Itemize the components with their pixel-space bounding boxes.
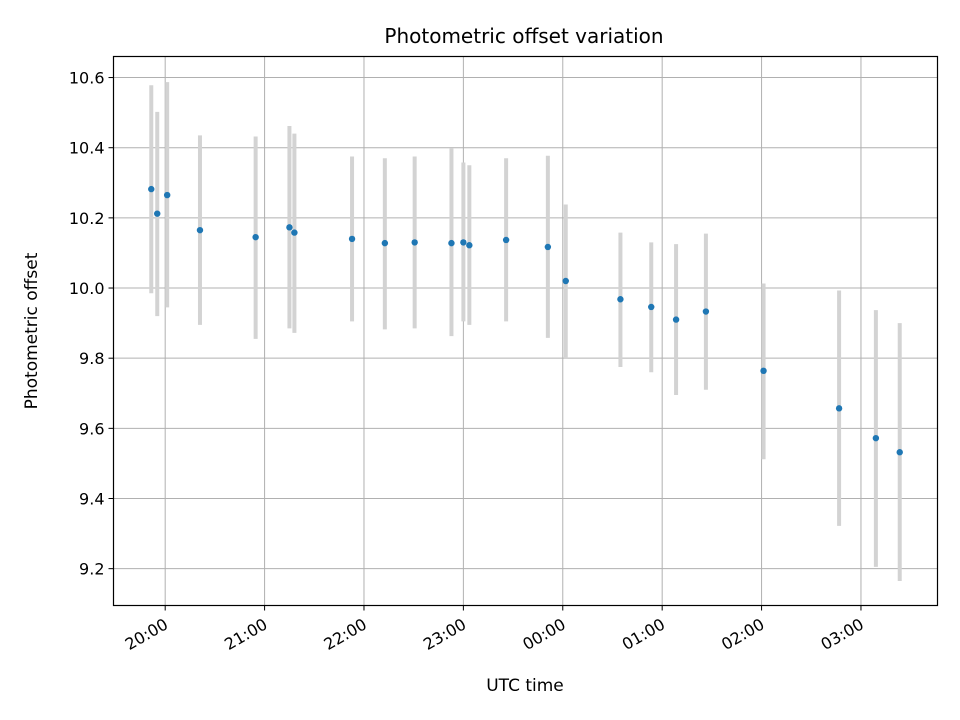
x-axis: 20:00 21:00 22:00 23:00 00:00 01:00 02:00 03:00	[122, 605, 867, 655]
y-tick-label: 9.8	[79, 349, 104, 368]
y-axis: 9.2 9.4 9.6 9.8 10.0 10.2 10.4 10.6	[69, 69, 114, 579]
data-point	[252, 233, 259, 241]
data-point	[562, 277, 569, 285]
y-tick-label: 10.4	[69, 139, 105, 158]
y-tick-label: 9.6	[79, 419, 104, 438]
data-point	[544, 243, 552, 251]
data-point	[286, 224, 293, 231]
data-point	[154, 210, 161, 217]
y-tick-label: 9.4	[79, 490, 104, 509]
data-point	[502, 236, 510, 244]
data-point	[702, 308, 710, 315]
data-point	[760, 367, 767, 375]
data-point	[896, 449, 903, 456]
data-point	[291, 229, 298, 236]
data-point	[672, 316, 680, 323]
chart-title: Photometric offset variation	[384, 24, 663, 48]
data-point	[148, 185, 155, 193]
x-tick-label: 23:00	[420, 615, 469, 655]
data-point	[411, 239, 418, 246]
data-point	[448, 239, 455, 247]
y-tick-label: 10.6	[69, 69, 105, 88]
x-tick-label: 21:00	[221, 615, 270, 655]
data-point	[196, 226, 204, 234]
x-tick-label: 22:00	[321, 615, 370, 655]
x-tick-label: 03:00	[818, 615, 867, 655]
grid	[113, 56, 938, 606]
x-tick-label: 20:00	[122, 615, 171, 655]
data-point	[872, 434, 880, 442]
data-point	[163, 191, 171, 199]
data-points	[148, 185, 903, 456]
plot-frame	[112, 55, 939, 607]
data-point	[381, 239, 389, 247]
data-point	[348, 235, 356, 243]
x-tick-label: 02:00	[718, 615, 767, 655]
data-point	[460, 239, 467, 246]
data-point	[466, 242, 473, 249]
y-tick-label: 10.2	[69, 209, 105, 228]
data-point	[617, 296, 624, 303]
error-bars	[149, 82, 902, 581]
y-tick-label: 10.0	[69, 279, 105, 298]
data-point	[835, 405, 843, 412]
x-axis-label: UTC time	[486, 676, 564, 696]
data-point	[648, 303, 655, 311]
x-tick-label: 01:00	[619, 615, 668, 655]
y-axis-label: Photometric offset	[22, 252, 42, 409]
x-tick-label: 00:00	[519, 615, 568, 655]
y-tick-label: 9.2	[79, 560, 104, 579]
